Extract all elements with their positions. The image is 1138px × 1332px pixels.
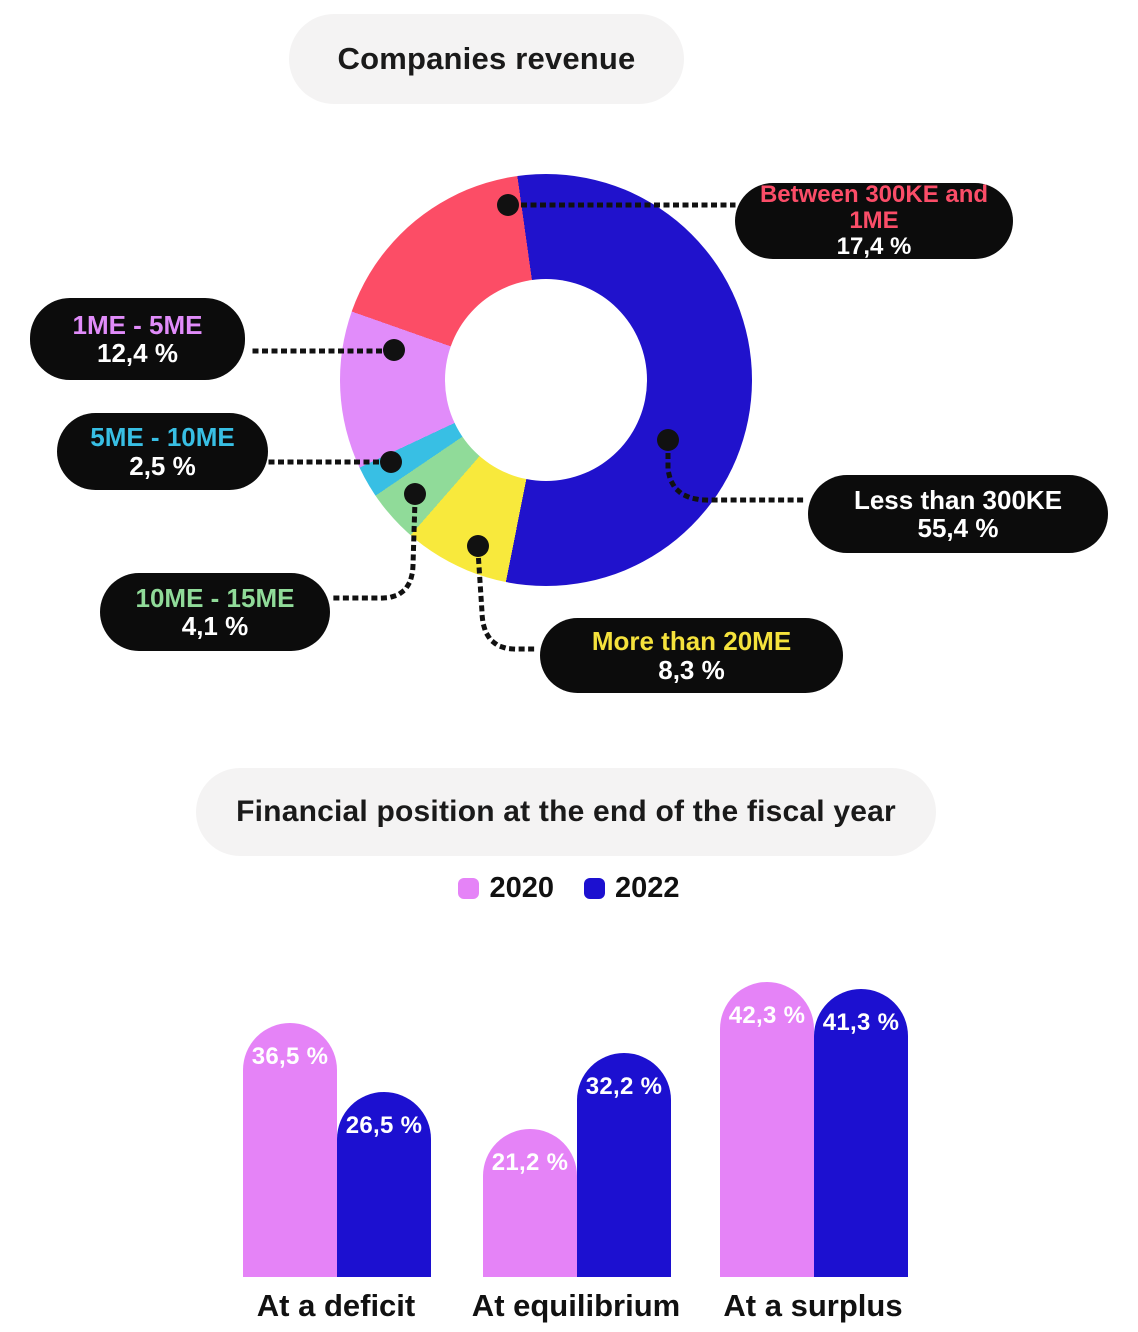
bar-2020-at-equilibrium: 21,2 % <box>483 1129 577 1277</box>
callout-1me-5me: 1ME - 5ME 12,4 % <box>30 298 245 380</box>
bar-2020-at-a-deficit: 36,5 % <box>243 1022 337 1277</box>
donut-hole <box>445 279 647 481</box>
callout-between-300ke-1me: Between 300KE and 1ME 17,4 % <box>735 181 1013 260</box>
legend-swatch-2022 <box>584 878 605 899</box>
bar-value-label: 41,3 % <box>822 1009 900 1037</box>
callout-5me-10me: 5ME - 10ME 2,5 % <box>57 413 268 490</box>
callout-more-than-20me: More than 20ME 8,3 % <box>540 618 843 693</box>
bar-2022-at-a-deficit: 26,5 % <box>337 1092 431 1277</box>
bar-2022-at-equilibrium: 32,2 % <box>577 1052 671 1277</box>
donut-chart-title-text: Companies revenue <box>337 41 636 76</box>
bar-value-label: 32,2 % <box>585 1072 663 1100</box>
bar-chart-title: Financial position at the end of the fis… <box>196 768 936 856</box>
donut-chart <box>340 174 752 586</box>
bar-2020-at-a-surplus: 42,3 % <box>720 982 814 1277</box>
bar-value-label: 21,2 % <box>491 1149 569 1177</box>
legend-swatch-2020 <box>458 878 480 899</box>
legend-item-2022: 2022 <box>584 872 680 905</box>
legend-label-2022: 2022 <box>615 872 680 904</box>
callout-label: More than 20ME <box>591 626 792 657</box>
callout-value: 12,4 % <box>97 338 178 368</box>
callout-label: Less than 300KE <box>853 484 1063 515</box>
legend-item-2020: 2020 <box>458 872 554 905</box>
bar-2022-at-a-surplus: 41,3 % <box>814 989 908 1277</box>
bar-chart-legend: 2020 2022 <box>0 872 1138 905</box>
donut-chart-title: Companies revenue <box>289 14 684 104</box>
bar-chart-title-text: Financial position at the end of the fis… <box>236 795 896 828</box>
bar-value-label: 36,5 % <box>251 1042 329 1070</box>
callout-value: 17,4 % <box>836 232 912 260</box>
bar-category-label: At equilibrium <box>471 1288 681 1323</box>
callout-value: 55,4 % <box>917 513 999 543</box>
callout-less-than-300ke: Less than 300KE 55,4 % <box>808 475 1108 553</box>
callout-label: 5ME - 10ME <box>90 422 235 453</box>
callout-label: Between 300KE and 1ME <box>759 181 989 235</box>
bar-category-label: At a surplus <box>723 1288 903 1323</box>
bar-value-label: 26,5 % <box>345 1112 423 1140</box>
callout-10me-15me: 10ME - 15ME 4,1 % <box>100 573 330 651</box>
callout-value: 8,3 % <box>658 654 725 685</box>
bar-value-label: 42,3 % <box>728 1002 806 1030</box>
legend-label-2020: 2020 <box>489 872 554 904</box>
bar-category-label: At a deficit <box>256 1288 416 1323</box>
callout-value: 4,1 % <box>181 611 249 641</box>
callout-label: 10ME - 15ME <box>135 582 295 613</box>
callout-value: 2,5 % <box>129 450 196 481</box>
callout-label: 1ME - 5ME <box>72 309 203 340</box>
